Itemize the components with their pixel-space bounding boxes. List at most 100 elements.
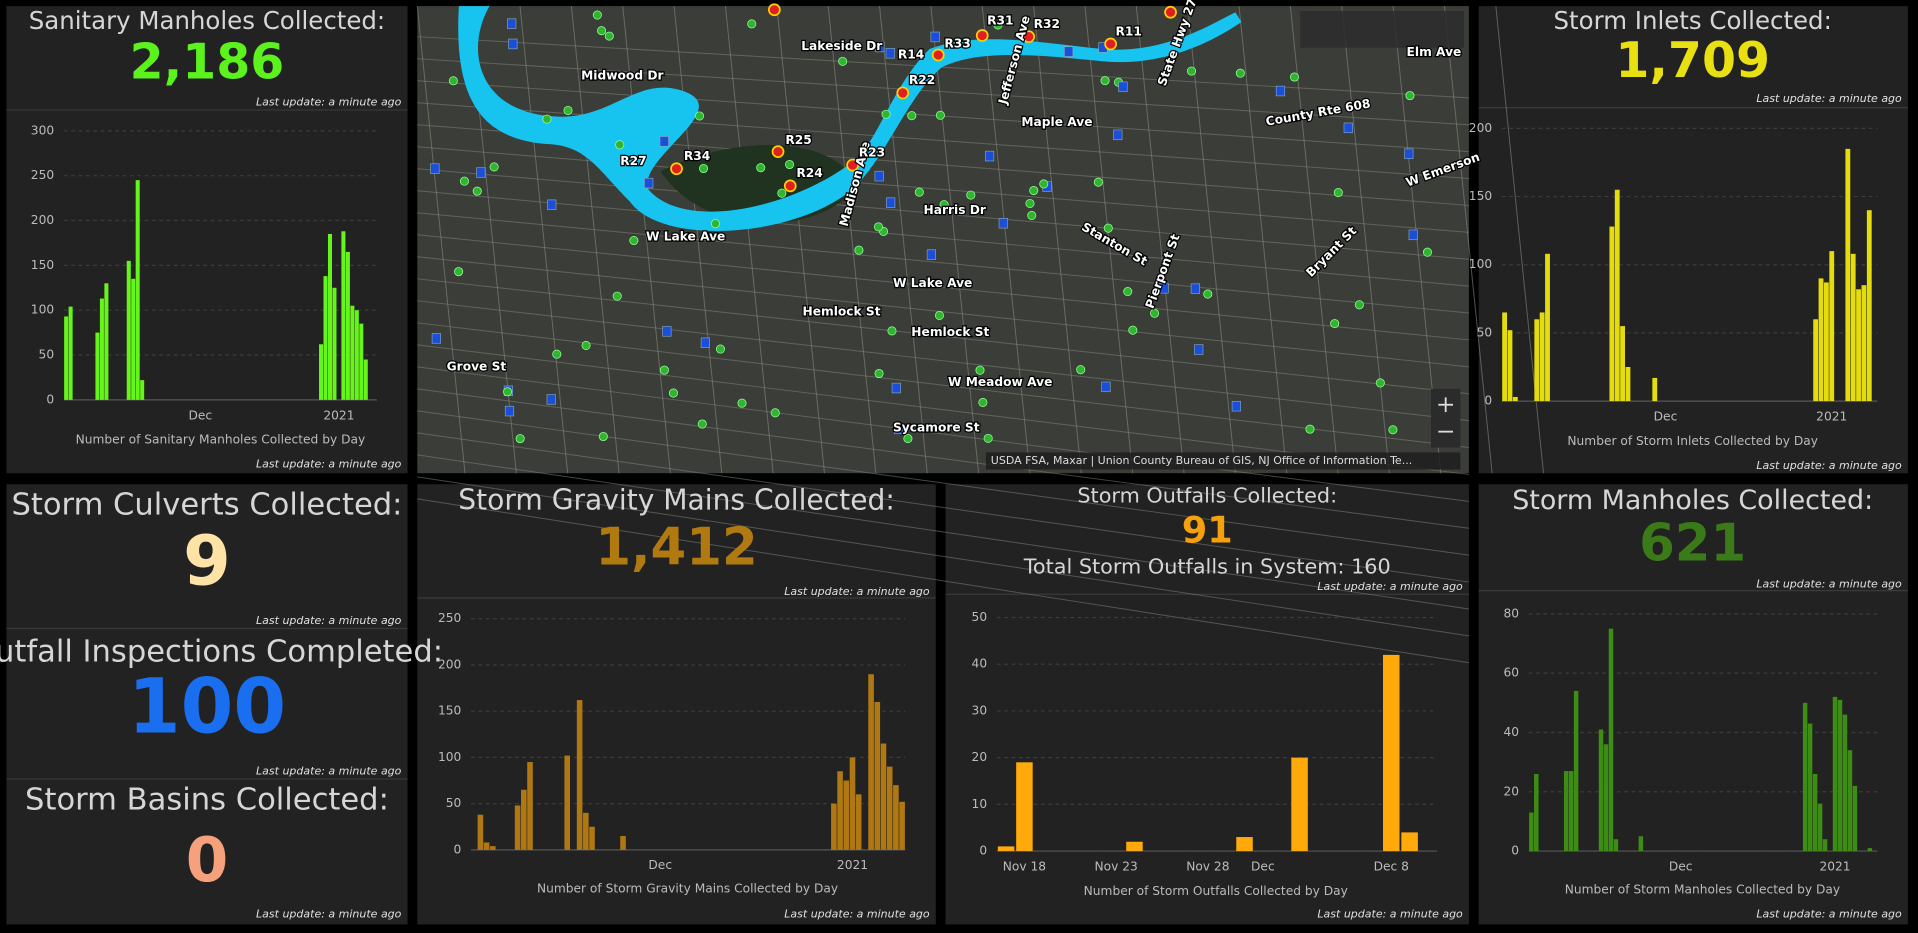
street (519, 6, 569, 474)
map-point (914, 187, 924, 197)
street (417, 476, 1469, 637)
x-axis-title: Number of Storm Inlets Collected by Day (1567, 434, 1818, 448)
map-point (1076, 365, 1086, 375)
street (570, 6, 620, 474)
bar (363, 359, 368, 400)
map[interactable]: USDA FSA, Maxar | Union County Bureau of… (416, 0, 1544, 664)
y-tick-label: 100 (438, 750, 461, 764)
x-tick-label: Dec (188, 408, 212, 422)
map-point (903, 434, 913, 444)
y-tick-label: 0 (454, 842, 462, 856)
y-tick-label: 100 (31, 303, 54, 317)
bar (1545, 253, 1550, 402)
bar (868, 674, 874, 850)
map-point (1405, 91, 1415, 101)
panel (1478, 6, 1908, 474)
map-point (598, 431, 608, 442)
x-tick-label: Dec 8 (1374, 859, 1409, 873)
street (776, 6, 825, 474)
bar (1614, 189, 1620, 402)
map-label: R23 (859, 145, 885, 159)
map-point (659, 136, 669, 147)
bar (477, 814, 484, 850)
map-label: R25 (785, 133, 811, 147)
chart-footer: Last update: a minute ago (1756, 459, 1902, 472)
street (417, 498, 1469, 664)
indicator-title: Outfall Inspections Completed: (0, 634, 443, 669)
map-point (874, 170, 884, 182)
map-point (697, 419, 707, 429)
y-tick-label: 50 (446, 796, 462, 810)
y-tick-label: 80 (1503, 606, 1519, 620)
map-label: W Lake Ave (893, 276, 972, 290)
map-point (874, 368, 884, 379)
bar (95, 332, 100, 400)
bar (1652, 377, 1658, 402)
map-point (1289, 72, 1299, 82)
bar (1507, 330, 1513, 402)
bar (1807, 723, 1813, 852)
map-point (993, 20, 1003, 30)
street (417, 410, 1469, 556)
bar (527, 762, 533, 850)
map-point (1164, 5, 1177, 19)
street (724, 6, 774, 474)
y-tick-label: 40 (1503, 725, 1519, 739)
map-point (1104, 37, 1117, 51)
last-update: Last update: a minute ago (1317, 580, 1463, 593)
y-tick-label: 200 (1469, 121, 1492, 135)
bar (1850, 253, 1856, 402)
map-toolbar[interactable] (1300, 11, 1465, 48)
street (417, 388, 1469, 529)
map-point (546, 394, 556, 405)
panel (6, 484, 408, 925)
map-label: Elm Ave (1407, 45, 1462, 59)
y-tick-label: 20 (1503, 784, 1519, 798)
y-tick-label: 20 (972, 750, 988, 764)
indicator-value: 1,709 (1615, 32, 1770, 89)
y-tick-label: 0 (46, 392, 54, 406)
map-point (662, 326, 672, 337)
bar (1383, 654, 1400, 852)
map-point (552, 349, 562, 359)
bar (589, 826, 595, 850)
map-label: R34 (684, 149, 710, 163)
street (1238, 6, 1288, 474)
bar (319, 344, 324, 400)
attribution-box (985, 452, 1461, 470)
y-tick-label: 0 (979, 844, 987, 858)
bar (899, 801, 905, 850)
map-point (1123, 287, 1133, 297)
street (1033, 6, 1082, 474)
bar (874, 701, 881, 850)
map-point (875, 41, 885, 53)
map-label: W Lake Ave (646, 230, 725, 244)
map-point (785, 159, 795, 170)
bar (997, 846, 1015, 852)
map-point (1113, 129, 1123, 141)
map-label: R24 (796, 166, 822, 180)
bar (1818, 278, 1824, 402)
y-tick-label: 300 (31, 123, 54, 137)
map-point (581, 340, 591, 350)
bar (350, 305, 355, 400)
bar (564, 755, 571, 850)
map-point (770, 408, 780, 418)
bar (576, 700, 583, 850)
last-update: Last update: a minute ago (256, 908, 402, 921)
y-tick-label: 50 (39, 348, 55, 362)
map-point (975, 365, 985, 375)
indicator-value: 0 (186, 825, 229, 896)
bar (1625, 366, 1631, 402)
map-point (1275, 85, 1286, 97)
map-point (504, 405, 515, 417)
map-point (998, 218, 1008, 229)
map-point (887, 326, 897, 336)
y-tick-label: 40 (972, 657, 988, 671)
map-label: Sycamore St (893, 420, 980, 434)
map-point (670, 162, 683, 176)
bar (1609, 226, 1615, 402)
map-point (644, 177, 654, 189)
map-label: Midwood Dr (581, 68, 663, 82)
map-label: Lakeside Dr (801, 39, 882, 53)
